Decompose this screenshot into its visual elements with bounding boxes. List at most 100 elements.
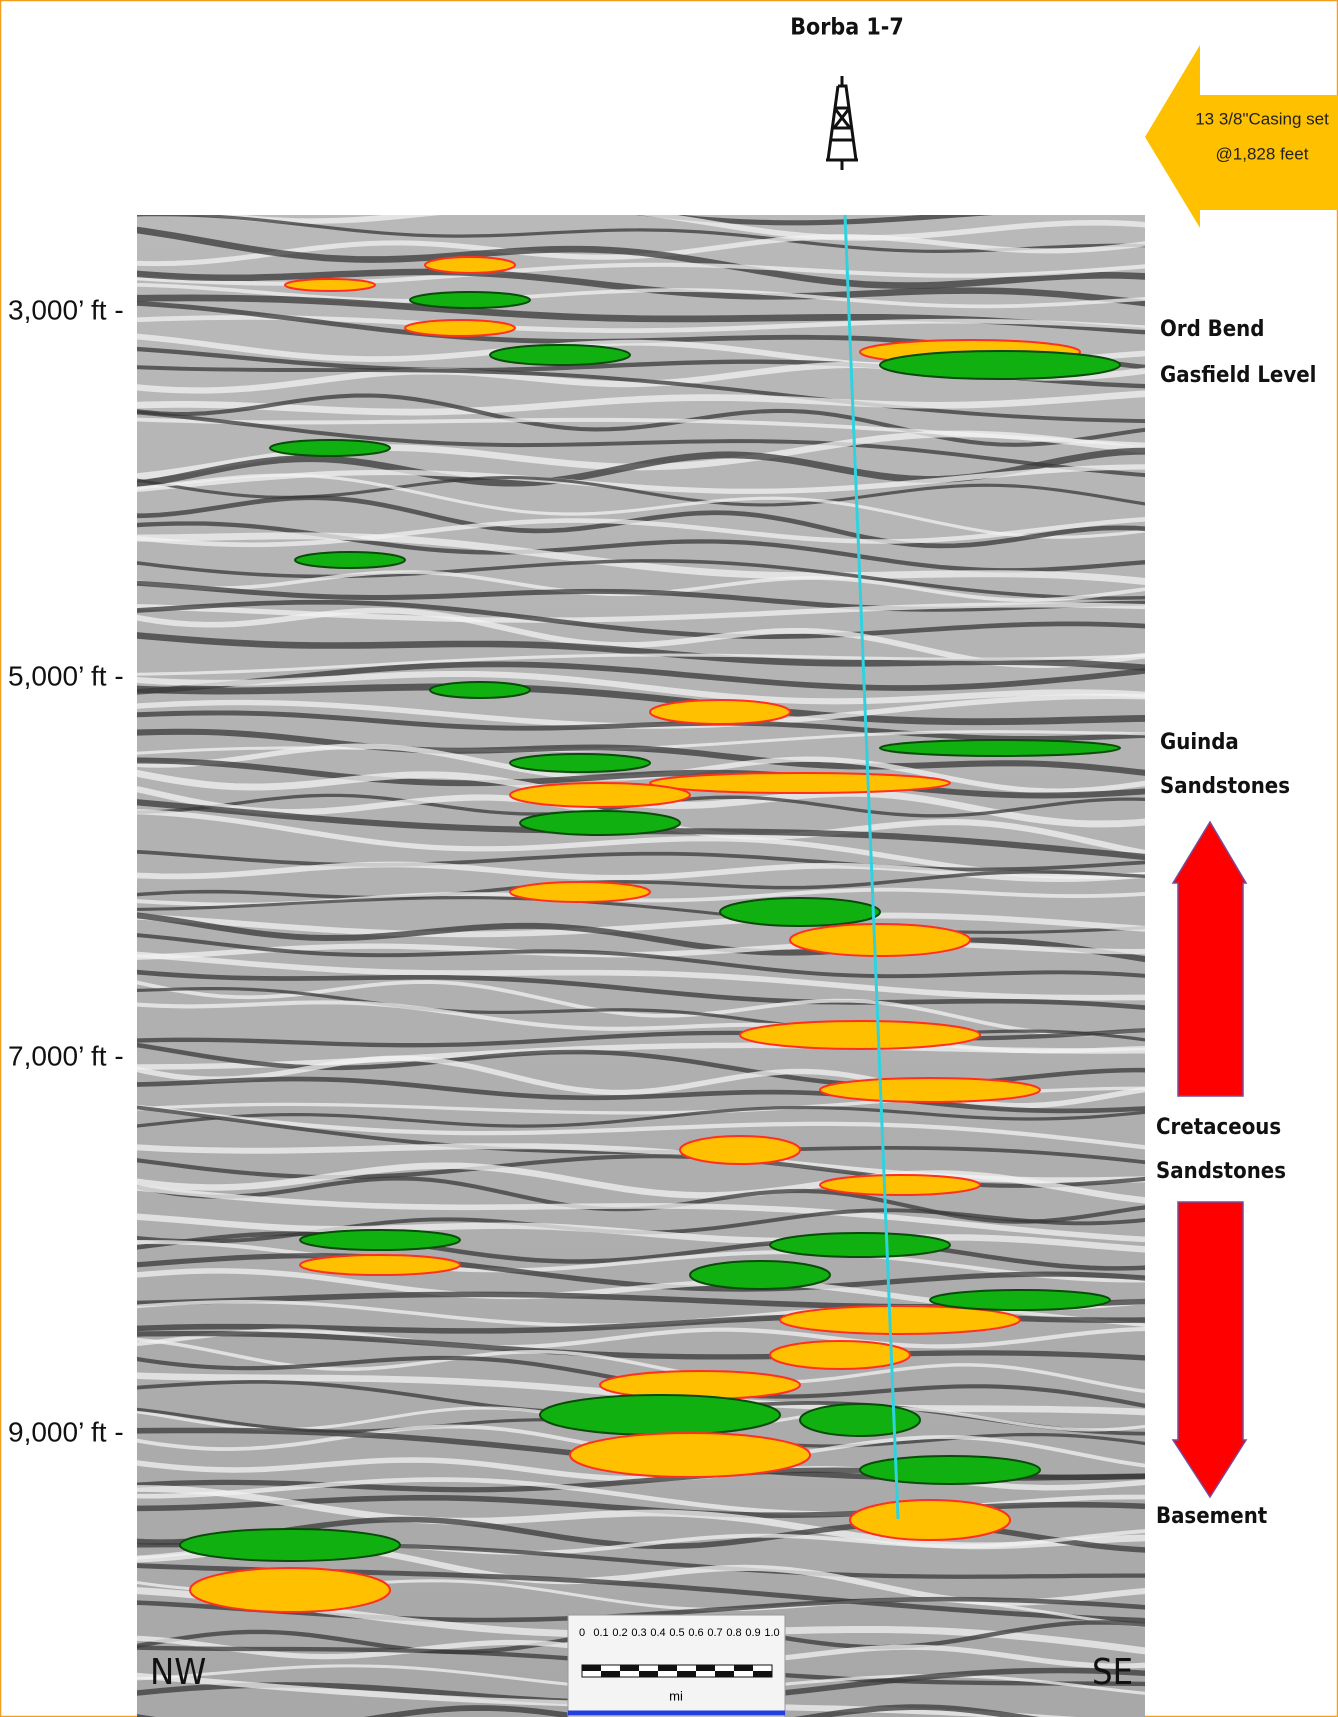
- reflector: [199, 215, 1145, 241]
- scale-segment: [696, 1665, 715, 1671]
- formation-label: Sandstones: [1160, 774, 1290, 799]
- reflector: [137, 393, 1145, 447]
- yellow-lens: [849, 1499, 1011, 1541]
- green-lens: [769, 1232, 951, 1258]
- well-title: Borba 1-7: [790, 15, 904, 41]
- yellow-lens: [299, 1254, 461, 1276]
- well-path: [843, 214, 900, 1520]
- reflector: [137, 517, 1145, 548]
- yellow-lens: [779, 1305, 1021, 1335]
- reflector: [137, 282, 1145, 309]
- yellow-lens: [509, 782, 691, 808]
- reflector: [137, 870, 1145, 900]
- down-arrow: [1171, 1201, 1248, 1499]
- yellow-lens: [189, 1567, 391, 1613]
- reflector: [137, 1076, 1145, 1114]
- derrick-icon: [826, 76, 858, 170]
- yellow-lens: [424, 256, 516, 274]
- yellow-lens: [739, 1020, 981, 1050]
- reflector: [137, 1185, 1145, 1243]
- reflector: [137, 670, 1145, 705]
- green-lens: [179, 1528, 401, 1562]
- green-lens: [539, 1394, 781, 1436]
- formation-label: Ord Bend: [1160, 317, 1264, 342]
- reflector: [137, 653, 1145, 676]
- scale-segment: [620, 1665, 639, 1671]
- reflector: [137, 933, 1145, 979]
- scale-tick-label: 0.8: [726, 1627, 741, 1639]
- scale-tick-label: 0.3: [631, 1627, 646, 1639]
- green-lens: [489, 344, 631, 366]
- green-lens: [879, 739, 1121, 757]
- scale-tick-label: 0: [579, 1627, 585, 1639]
- reflector: [137, 969, 1145, 1010]
- green-lens: [299, 1229, 461, 1251]
- green-lens: [879, 350, 1121, 380]
- scale-segment: [658, 1665, 677, 1671]
- formation-label: Sandstones: [1156, 1159, 1286, 1184]
- scale-tick-label: 0.2: [612, 1627, 627, 1639]
- scale-segment: [639, 1671, 658, 1677]
- depth-label: 9,000’ ft -: [8, 1416, 124, 1447]
- reflector: [137, 1042, 1145, 1070]
- reflector: [137, 710, 1145, 741]
- scale-tick-label: 1.0: [764, 1627, 779, 1639]
- green-lens: [294, 551, 406, 569]
- seismic-section: [137, 215, 1145, 1717]
- scale-tick-label: 0.1: [593, 1627, 608, 1639]
- direction-label: SE: [1092, 1652, 1133, 1693]
- reflector: [137, 1028, 1145, 1048]
- reflector: [137, 580, 1145, 612]
- reflector: [137, 559, 1145, 600]
- scale-segment: [753, 1671, 772, 1677]
- yellow-lens: [769, 1340, 911, 1370]
- reflector: [137, 1104, 1145, 1150]
- reflector: [137, 215, 1145, 254]
- reflector: [137, 390, 1145, 416]
- yellow-lens: [649, 772, 951, 794]
- reflector: [137, 521, 1145, 573]
- yellow-lens: [819, 1077, 1041, 1103]
- green-lens: [409, 291, 531, 309]
- reflector: [137, 1055, 1145, 1109]
- reflector: [137, 602, 1145, 623]
- reflector: [137, 599, 1145, 639]
- scale-bar: 0 0.1 0.2 0.3 0.4 0.5 0.6 0.7 0.8 0.9 1.0 mi: [567, 1614, 786, 1717]
- casing-note: 13 3/8"Casing set: [1195, 109, 1329, 128]
- casing-arrow: [1145, 45, 1338, 228]
- yellow-lens: [404, 319, 516, 337]
- yellow-lens: [679, 1135, 801, 1165]
- green-lens: [799, 1403, 921, 1437]
- scale-segment: [677, 1671, 696, 1677]
- yellow-lens: [509, 881, 651, 903]
- green-lens: [929, 1289, 1111, 1311]
- reflector: [137, 632, 1145, 672]
- green-lens: [859, 1455, 1041, 1485]
- formation-label: Cretaceous: [1156, 1115, 1281, 1140]
- scale-segment: [715, 1671, 734, 1677]
- reflector: [137, 1253, 1145, 1292]
- reflector: [137, 1162, 1145, 1204]
- scale-segment: [734, 1665, 753, 1671]
- casing-note: @1,828 feet: [1216, 144, 1309, 163]
- formation-label: Basement: [1156, 1504, 1268, 1529]
- yellow-lens: [649, 699, 791, 725]
- reflector: [137, 1704, 1040, 1717]
- reflector: [137, 1326, 1145, 1350]
- reflector: [137, 1105, 1145, 1128]
- up-arrow: [1171, 820, 1248, 1097]
- reflector: [137, 1213, 1145, 1253]
- reflector: [137, 226, 1145, 289]
- depth-label: 7,000’ ft -: [8, 1040, 124, 1071]
- reflector: [137, 896, 1145, 934]
- reflector: [137, 1231, 1145, 1271]
- scale-tick-label: 0.6: [688, 1627, 703, 1639]
- green-lens: [689, 1260, 831, 1290]
- green-lens: [509, 753, 651, 773]
- green-lens: [519, 810, 681, 836]
- yellow-lens: [789, 923, 971, 957]
- reflector: [137, 912, 1145, 963]
- reflector: [137, 473, 1145, 539]
- reflector: [137, 365, 1145, 423]
